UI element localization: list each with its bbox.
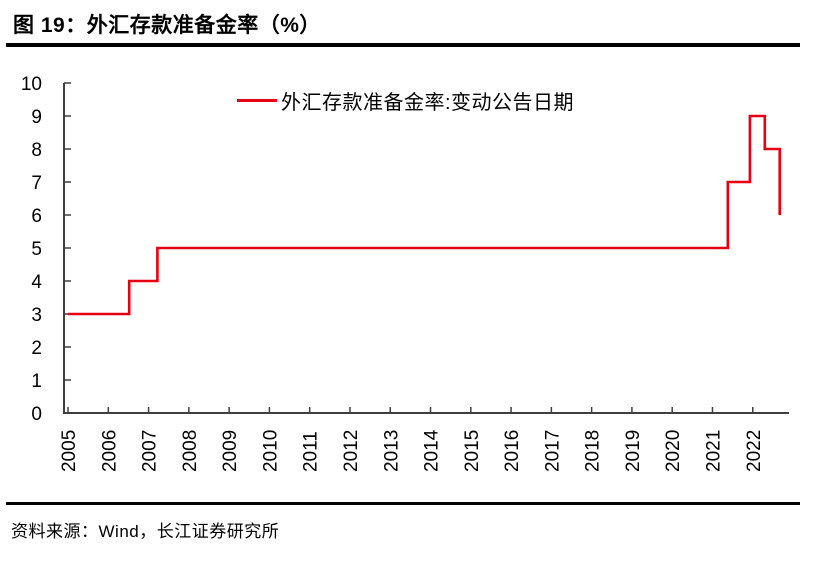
y-tick-label: 2 xyxy=(31,338,42,359)
y-tick-label: 8 xyxy=(31,140,42,161)
y-tick-label: 7 xyxy=(31,173,42,194)
y-tick-label: 6 xyxy=(31,206,42,227)
y-tick-label: 3 xyxy=(31,305,42,326)
x-tick-label: 2008 xyxy=(180,430,201,472)
x-tick-label: 2005 xyxy=(59,430,80,472)
series-step-line xyxy=(68,114,781,316)
x-tick-label: 2021 xyxy=(703,430,724,472)
y-tick-label: 0 xyxy=(31,404,42,425)
x-tick-label: 2013 xyxy=(381,430,402,472)
top-divider xyxy=(6,43,800,47)
y-tick-label: 10 xyxy=(21,74,42,95)
source-note: 资料来源：Wind，长江证券研究所 xyxy=(11,522,280,541)
y-tick-label: 1 xyxy=(31,371,42,392)
x-tick-label: 2009 xyxy=(220,430,241,472)
x-tick-label: 2022 xyxy=(744,430,765,472)
legend: 外汇存款准备金率:变动公告日期 xyxy=(237,86,574,115)
x-tick-label: 2010 xyxy=(260,430,281,472)
x-tick-label: 2018 xyxy=(583,430,604,472)
x-tick-label: 2006 xyxy=(99,430,120,472)
x-tick-label: 2015 xyxy=(462,430,483,472)
y-tick-label: 9 xyxy=(31,107,42,128)
bottom-divider xyxy=(6,502,800,505)
x-tick-label: 2011 xyxy=(301,431,322,472)
x-tick-label: 2014 xyxy=(422,429,443,472)
x-tick-label: 2012 xyxy=(341,430,362,472)
x-tick-label: 2017 xyxy=(542,430,563,472)
x-tick-label: 2019 xyxy=(623,430,644,472)
figure-title: 图 19：外汇存款准备金率（%） xyxy=(13,14,321,37)
legend-label: 外汇存款准备金率:变动公告日期 xyxy=(281,92,575,114)
y-tick-label: 5 xyxy=(31,239,42,260)
x-tick-label: 2016 xyxy=(502,430,523,472)
x-tick-label: 2007 xyxy=(140,430,161,472)
legend-line-marker xyxy=(237,99,277,102)
x-tick-label: 2020 xyxy=(663,430,684,472)
y-tick-label: 4 xyxy=(31,272,42,293)
